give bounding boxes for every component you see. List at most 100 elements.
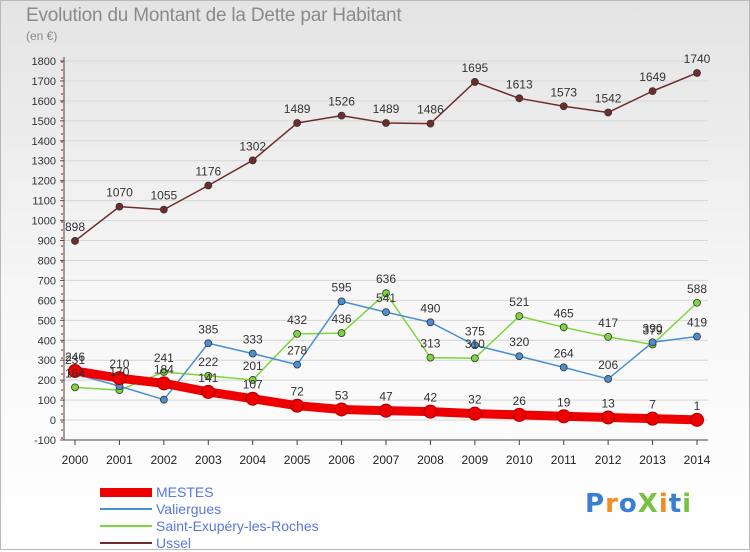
data-point — [693, 332, 701, 341]
y-tick-label: 1400 — [32, 136, 56, 148]
y-tick-label: 1600 — [32, 96, 56, 108]
data-label: 7 — [649, 398, 656, 412]
data-point — [467, 406, 482, 421]
data-label: 170 — [109, 365, 129, 379]
x-tick-label: 2012 — [595, 453, 622, 467]
data-label: 264 — [554, 346, 574, 360]
data-label: 490 — [420, 301, 440, 315]
x-tick-label: 2009 — [462, 453, 489, 467]
data-label: 419 — [687, 315, 707, 329]
data-point — [68, 363, 82, 378]
y-tick-label: 300 — [38, 355, 56, 367]
data-point — [645, 411, 660, 426]
data-label: 379 — [643, 323, 663, 337]
y-tick-label: 600 — [38, 295, 56, 307]
data-label: 184 — [154, 362, 174, 376]
data-point — [71, 237, 79, 245]
data-point — [690, 412, 704, 427]
series-lines — [68, 69, 704, 427]
x-tick-label: 2004 — [239, 453, 266, 467]
data-point — [379, 403, 393, 418]
data-point — [159, 368, 168, 376]
chart-subtitle: (en €) — [26, 29, 58, 43]
y-tick-label: 1200 — [32, 176, 56, 188]
y-tick-label: 1100 — [32, 196, 56, 208]
x-tick-label: 2007 — [373, 453, 400, 467]
data-label: 432 — [287, 313, 307, 327]
data-label: 13 — [601, 396, 615, 410]
data-point — [515, 94, 524, 103]
data-label: 210 — [109, 357, 129, 371]
data-point — [648, 338, 657, 347]
data-point — [156, 376, 171, 391]
data-label: 1613 — [506, 77, 533, 91]
legend-label: Saint-Exupéry-les-Roches — [156, 518, 319, 534]
data-label: 1740 — [684, 52, 711, 66]
x-tick-label: 2014 — [684, 453, 711, 467]
data-point — [248, 156, 257, 165]
data-label: 1302 — [239, 139, 266, 153]
data-label: 1649 — [639, 70, 666, 84]
data-point — [470, 341, 479, 350]
data-point — [426, 353, 435, 362]
x-tick-label: 2010 — [506, 453, 533, 467]
data-point — [423, 404, 438, 419]
data-point — [248, 376, 257, 384]
data-point — [559, 323, 568, 332]
y-tick-label: 1800 — [32, 56, 56, 68]
data-point — [337, 329, 346, 337]
data-point — [515, 312, 524, 321]
data-point — [382, 119, 390, 127]
data-label: 47 — [379, 390, 393, 404]
data-label: 1070 — [106, 186, 133, 200]
x-tick-label: 2001 — [106, 453, 133, 467]
data-label: 164 — [65, 366, 85, 380]
legend-label: Ussel — [156, 535, 192, 551]
data-point — [601, 410, 616, 425]
legend-swatch — [100, 508, 152, 510]
legend-swatch — [100, 542, 152, 544]
data-labels: 246 210 184 141 107 72 53 47 42 32 26 19 13 7 1 231 170 3… — [65, 52, 711, 413]
data-point — [293, 119, 302, 127]
data-point — [159, 395, 168, 404]
data-label: 898 — [65, 220, 85, 234]
data-point — [115, 202, 124, 211]
data-label: 72 — [290, 385, 304, 399]
data-point — [604, 375, 613, 383]
legend-swatch — [100, 525, 152, 527]
logo-letter: o — [618, 489, 638, 519]
data-label: 222 — [198, 355, 218, 369]
logo-letter: r — [605, 489, 619, 519]
data-point — [334, 402, 349, 417]
y-tick-label: 200 — [38, 375, 56, 387]
data-point — [559, 102, 568, 111]
data-point — [512, 407, 527, 422]
data-point — [245, 391, 260, 406]
data-label: 26 — [513, 394, 527, 408]
data-point — [559, 363, 568, 372]
data-label: 278 — [287, 344, 307, 358]
data-point — [337, 111, 346, 120]
x-tick-label: 2000 — [62, 453, 89, 467]
data-label: 201 — [243, 359, 263, 373]
data-label: 390 — [643, 321, 663, 335]
data-point — [204, 339, 213, 348]
logo-letter: X — [637, 489, 659, 519]
data-point — [337, 297, 346, 306]
y-tick-label: 500 — [38, 315, 56, 327]
data-label: 141 — [198, 371, 218, 385]
data-label: 320 — [509, 335, 529, 349]
data-label: 53 — [335, 388, 349, 402]
data-label: 541 — [376, 291, 396, 305]
data-point — [693, 298, 701, 307]
data-label: 588 — [687, 282, 707, 296]
data-point — [248, 349, 257, 358]
y-tick-label: 0 — [50, 415, 56, 427]
data-point — [112, 371, 127, 386]
proxiti-logo: ProXiti — [585, 489, 692, 519]
data-label: 231 — [65, 353, 85, 367]
data-label: 1573 — [550, 85, 577, 99]
data-label: 1055 — [151, 189, 178, 203]
